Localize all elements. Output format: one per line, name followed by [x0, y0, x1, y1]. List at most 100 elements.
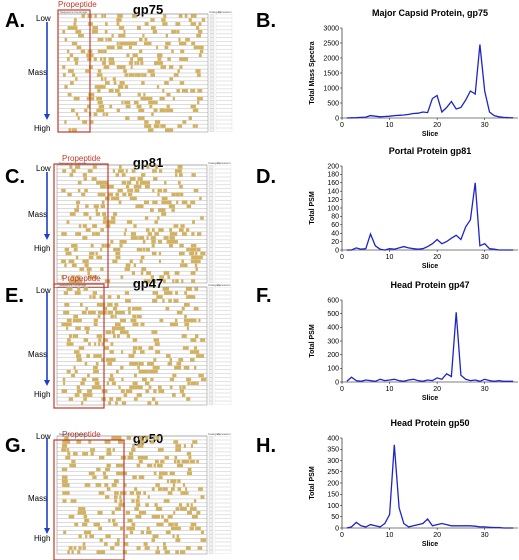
coverage-block — [76, 385, 80, 389]
coverage-block — [78, 224, 82, 228]
coverage-block — [63, 381, 66, 386]
coverage-block — [77, 291, 81, 295]
coverage-block — [195, 251, 198, 256]
coverage-block — [115, 89, 120, 93]
coverage-block — [198, 354, 205, 358]
coverage-block — [99, 108, 105, 113]
coverage-block — [148, 100, 153, 105]
coverage-block — [87, 373, 90, 378]
coverage-block — [153, 124, 160, 128]
coverage-block — [88, 342, 91, 346]
coverage-block — [161, 196, 168, 201]
coverage-block — [172, 96, 175, 101]
coverage-block — [78, 507, 82, 511]
coverage-block — [192, 108, 198, 113]
x-tick-label: 20 — [433, 122, 441, 129]
coverage-block — [129, 188, 134, 193]
coverage-panel-gp75: A. gp75 Low Mass High Propeptide Sequence Cove… — [0, 0, 240, 138]
coverage-block — [175, 448, 181, 452]
coverage-block — [175, 22, 181, 26]
panel-letter: H. — [256, 435, 276, 457]
coverage-block — [125, 299, 131, 303]
coverage-block — [163, 546, 167, 550]
coverage-block — [111, 220, 116, 224]
coverage-block — [75, 232, 81, 236]
coverage-block — [62, 483, 68, 487]
coverage-block — [95, 251, 98, 256]
coverage-block — [82, 546, 86, 550]
coverage-block — [99, 295, 103, 299]
coverage-block — [110, 342, 114, 346]
coverage-block — [154, 342, 159, 346]
coverage-block — [151, 26, 156, 30]
coverage-block — [150, 377, 154, 382]
coverage-block — [62, 30, 66, 34]
coverage-block — [81, 522, 88, 527]
y-tick-label: 150 — [327, 492, 339, 499]
coverage-block — [153, 471, 157, 476]
coverage-block — [110, 377, 115, 382]
coverage-block — [100, 184, 106, 189]
coverage-block — [115, 173, 120, 177]
coverage-block — [168, 299, 172, 303]
coverage-block — [100, 247, 103, 252]
chart-F: Head Protein gp47 0 100 200 300 400 500 600 0 10 2… — [309, 280, 518, 402]
coverage-block — [174, 365, 180, 370]
series-line — [346, 312, 514, 382]
header-accession: Accession — [217, 283, 231, 287]
y-tick-label: 300 — [327, 338, 339, 345]
coverage-block — [132, 306, 136, 311]
coverage-block — [175, 173, 178, 177]
coverage-block — [76, 354, 82, 358]
coverage-block — [184, 303, 190, 307]
coverage-block — [102, 243, 105, 248]
coverage-block — [64, 247, 69, 252]
protein-title: gp75 — [132, 2, 164, 17]
coverage-block — [193, 255, 199, 260]
coverage-block — [190, 381, 197, 386]
coverage-block — [200, 538, 207, 542]
coverage-block — [113, 334, 116, 338]
coverage-block — [75, 112, 79, 116]
coverage-block — [97, 49, 104, 54]
coverage-block — [130, 318, 137, 323]
coverage-block — [96, 73, 103, 77]
coverage-block — [122, 65, 126, 69]
coverage-block — [68, 334, 73, 338]
coverage-block — [85, 204, 89, 208]
coverage-block — [163, 499, 170, 503]
chart-H: Head Protein gp5005010015020025030035040… — [309, 418, 518, 548]
coverage-block — [181, 279, 184, 283]
coverage-block — [96, 255, 103, 260]
coverage-block — [64, 37, 68, 42]
y-tick-label: 40 — [331, 231, 339, 238]
coverage-block — [75, 291, 79, 295]
coverage-block — [97, 192, 104, 197]
coverage-block — [101, 61, 107, 65]
coverage-block — [115, 255, 121, 260]
propeptide-label: Propeptide — [62, 274, 101, 283]
coverage-block — [192, 507, 197, 511]
coverage-block — [112, 212, 118, 216]
coverage-block — [100, 358, 105, 362]
coverage-block — [91, 385, 97, 389]
coverage-block — [187, 381, 191, 386]
coverage-block — [181, 459, 185, 464]
coverage-block — [74, 522, 79, 527]
x-tick-label: 30 — [481, 254, 489, 261]
coverage-block — [195, 69, 201, 73]
coverage-block — [153, 463, 156, 468]
coverage-block — [118, 26, 125, 30]
coverage-block — [107, 303, 113, 307]
coverage-block — [187, 471, 190, 476]
coverage-block — [182, 483, 186, 487]
coverage-block — [92, 448, 96, 452]
coverage-block — [190, 318, 197, 323]
coverage-block — [138, 436, 143, 440]
coverage-block — [194, 287, 199, 291]
coverage-block — [120, 318, 127, 323]
coverage-block — [145, 381, 150, 386]
coverage-block — [104, 542, 108, 546]
coverage-block — [118, 165, 122, 169]
